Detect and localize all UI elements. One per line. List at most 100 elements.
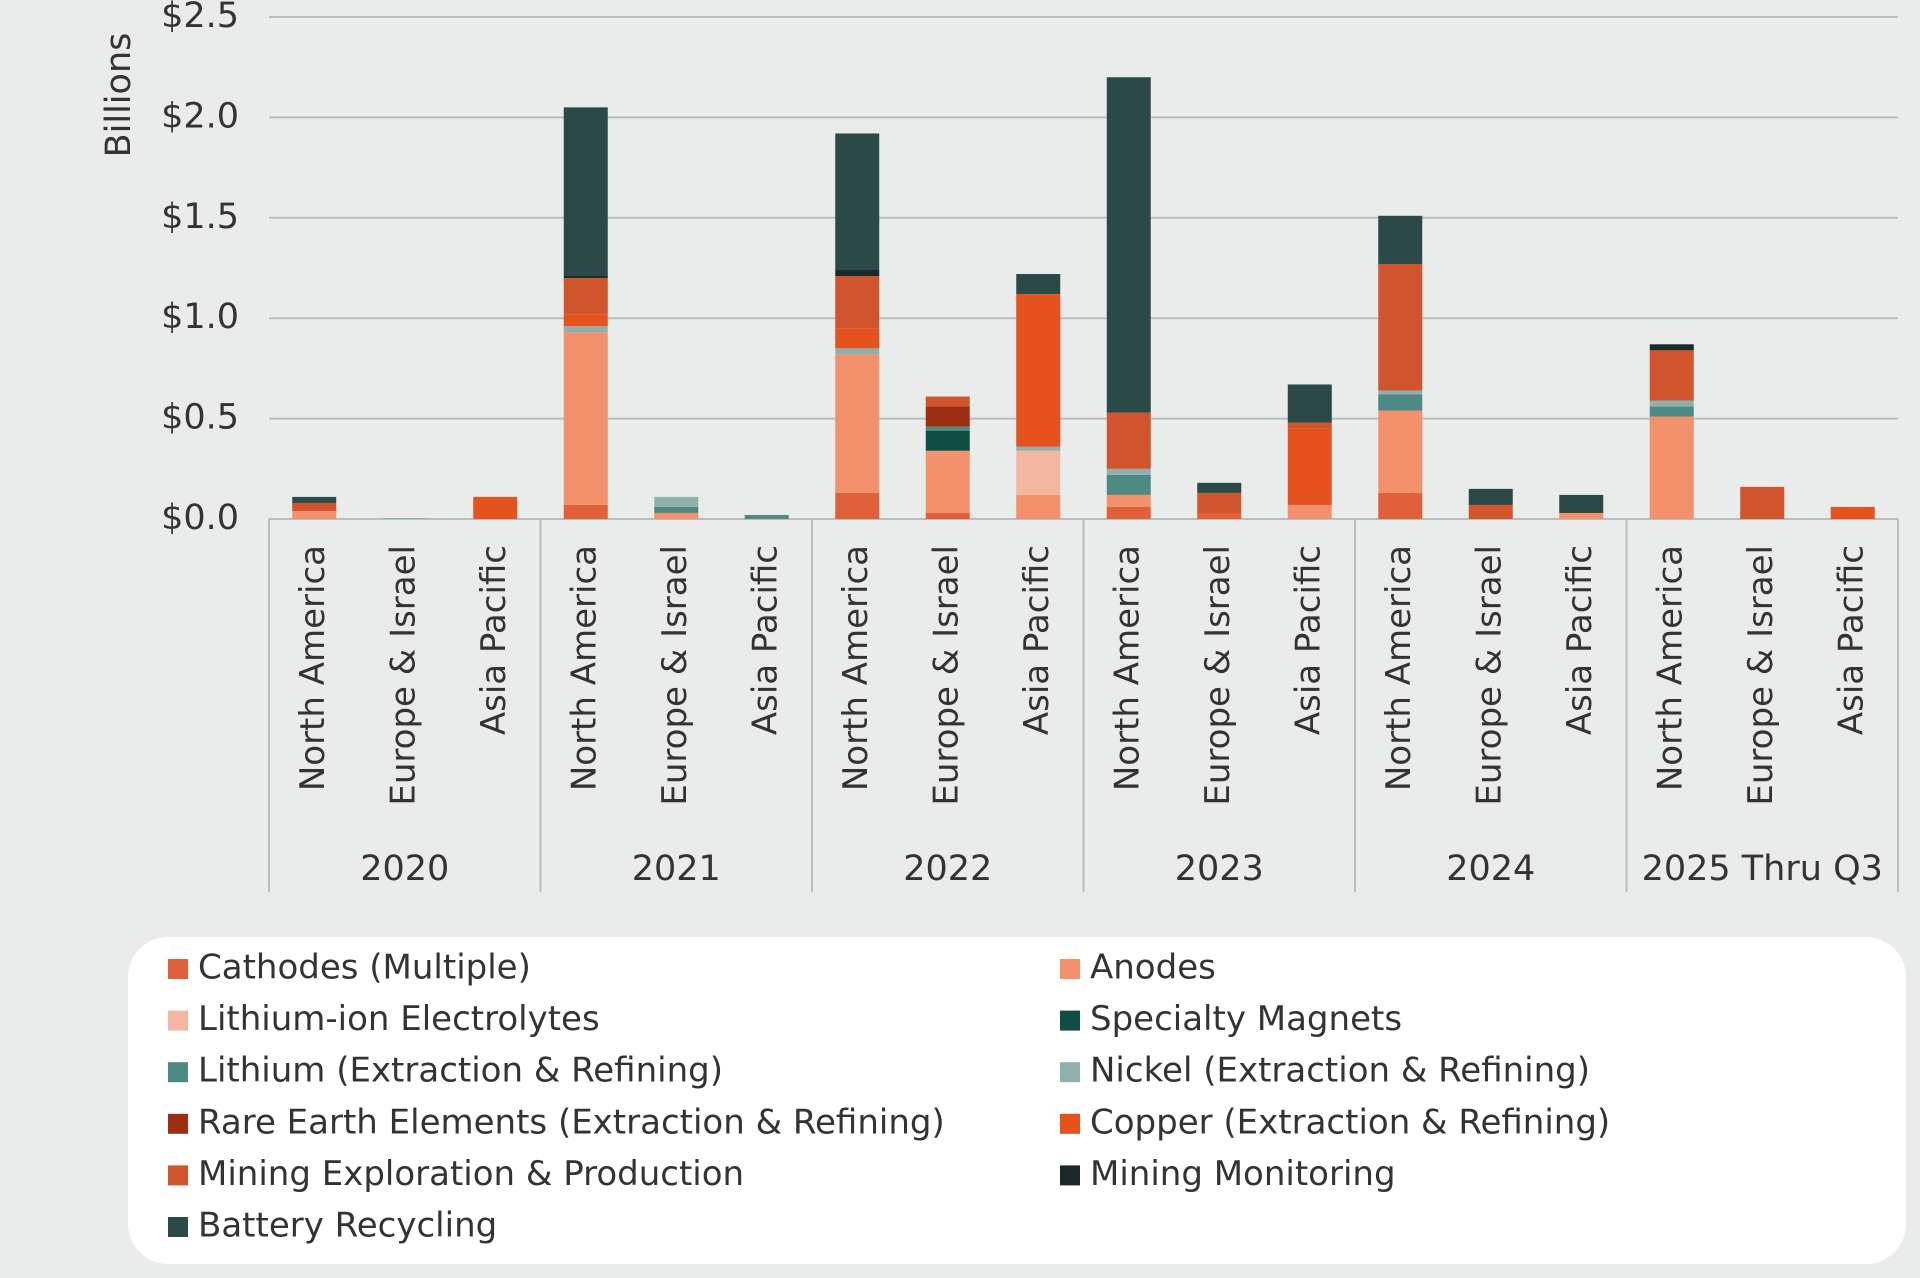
y-tick-label: $2.0 [161,96,239,136]
legend-label: Anodes [1090,948,1216,988]
legend-swatch [168,1062,188,1083]
legend-swatch [1060,1010,1080,1031]
bar-segment [1106,494,1151,507]
x-tick-label: Europe & Israel [1741,545,1781,806]
bar-segment [1559,512,1604,519]
legend-swatch [168,1217,188,1237]
bar-segment [1106,474,1151,495]
bar-segment [654,496,699,507]
bar-segment [563,314,608,327]
legend-label: Lithium-ion Electrolytes [198,999,600,1039]
legend-label: Mining Exploration & Production [198,1154,744,1194]
x-tick-label: North America [293,545,333,791]
x-tick-label: Asia Pacific [1831,545,1871,735]
y-tick-label: $2.5 [161,0,239,36]
bar-segment [1287,384,1332,423]
legend-label: Mining Monitoring [1090,1154,1396,1194]
bar-segment [925,430,970,451]
bar-segment [1287,504,1332,519]
bar-segment [1016,274,1061,295]
bar-segment [563,504,608,519]
bar-segment [473,496,518,519]
bar-segment [1468,504,1513,519]
x-tick-label: North America [1379,545,1419,791]
y-tick-label: $0.0 [161,498,239,538]
x-tick-label: Asia Pacific [474,545,514,735]
group-label: 2022 [903,849,992,889]
legend-label: Nickel (Extraction & Refining) [1090,1051,1590,1091]
group-label: 2021 [632,849,721,889]
bar-segment [744,514,789,519]
bar-segment [1378,263,1423,391]
x-tick-label: Asia Pacific [745,545,785,735]
bar-segment [1468,488,1513,505]
bar-segment [654,512,699,519]
bar-segment [835,354,880,493]
x-tick-label: North America [1650,545,1690,791]
bar-segment [1649,416,1694,519]
x-tick-label: Europe & Israel [1198,545,1238,806]
bar-segment [1197,482,1242,493]
bar-segment [835,133,880,271]
bar-segment [292,502,337,511]
y-tick-label: $1.5 [161,197,239,237]
legend-box [128,937,1906,1264]
legend-swatch [168,1010,188,1031]
bar-segment [925,450,970,513]
bar-segment [1649,406,1694,417]
bar-segment [1378,410,1423,493]
bar-segment [1016,494,1061,519]
bar-segment [835,276,880,329]
legend-label: Battery Recycling [198,1206,497,1246]
legend-label: Lithium (Extraction & Refining) [198,1051,723,1091]
group-label: 2025 Thru Q3 [1642,849,1883,889]
x-tick-label: Europe & Israel [383,545,423,806]
legend-label: Rare Earth Elements (Extraction & Refini… [198,1102,945,1142]
bar-segment [1106,506,1151,519]
group-label: 2024 [1446,849,1535,889]
x-tick-label: Europe & Israel [1469,545,1509,806]
x-tick-label: North America [1107,545,1147,791]
bar-segment [925,396,970,407]
bar-segment [1016,294,1061,447]
legend-label: Cathodes (Multiple) [198,948,531,988]
bar-segment [925,426,970,431]
x-tick-label: Europe & Israel [655,545,695,806]
bar-segment [1016,450,1061,495]
bar-segment [835,328,880,349]
legend-swatch [168,1113,188,1134]
y-tick-label: $1.0 [161,297,239,337]
bar-segment [1559,494,1604,513]
bar-segment [563,332,608,505]
x-tick-label: North America [836,545,876,791]
bar-segment [835,348,880,355]
bar-segment [1649,350,1694,401]
bar-segment [1378,394,1423,411]
bar-segment [835,492,880,519]
bar-segment [292,510,337,519]
legend-swatch [168,959,188,979]
legend-label: Specialty Magnets [1090,999,1402,1039]
bar-segment [563,276,608,279]
bar-segment [925,512,970,519]
bar-segment [1287,422,1332,429]
legend-swatch [1060,1062,1080,1083]
y-tick-label: $0.5 [161,398,239,438]
bar-segment [1016,446,1061,451]
bar-segment [563,278,608,315]
y-axis-label: Billions [99,33,139,158]
bar-segment [925,406,970,427]
bar-segment [563,326,608,333]
bar-segment [835,270,880,277]
bar-segment [1106,77,1151,413]
x-tick-label: Europe & Israel [926,545,966,806]
bar-segment [292,496,337,503]
bar-segment [654,506,699,513]
group-label: 2020 [360,849,449,889]
legend-swatch [1060,1113,1080,1134]
bar-segment [1740,486,1785,519]
bar-segment [1287,428,1332,505]
bar-segment [1378,215,1423,264]
x-tick-label: Asia Pacific [1560,545,1600,735]
legend-swatch [1060,1165,1080,1186]
